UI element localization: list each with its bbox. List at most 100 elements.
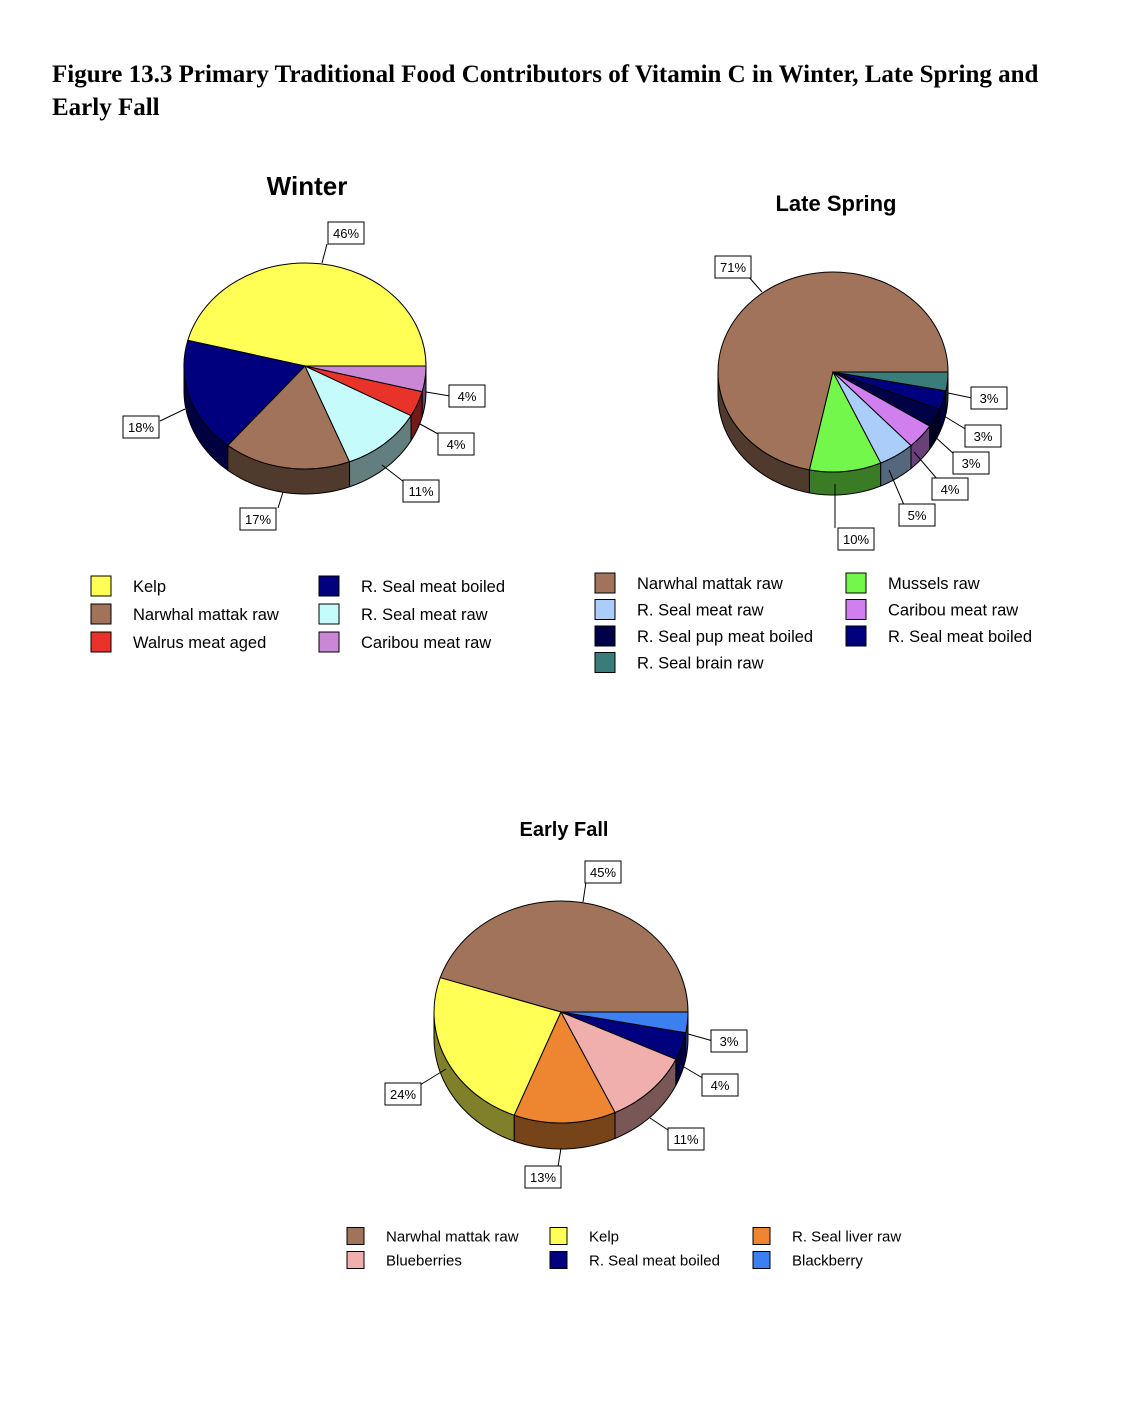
pie-slice-blackberry <box>560 1011 689 1034</box>
legend-swatch <box>318 575 340 597</box>
chart-title: Early Fall <box>520 819 609 841</box>
legend-swatch <box>90 603 112 625</box>
leader-line <box>888 469 905 506</box>
data-label-box <box>239 507 277 531</box>
leader-line <box>419 423 441 436</box>
legend-label: Mussels raw <box>888 575 980 593</box>
data-label-box <box>898 503 936 527</box>
pie-slice-r-seal-meat-raw <box>303 364 412 463</box>
leader-line <box>321 243 328 264</box>
data-label-narwhal-mattak-raw: 45% <box>590 865 616 880</box>
data-label-caribou-meat-raw: 4% <box>941 482 960 497</box>
leader-line <box>931 433 956 456</box>
leader-line <box>687 1033 714 1042</box>
legend-swatch <box>752 1251 771 1269</box>
pie-chart-winter: Winter 46% 18% 17% 11% 4% 4% Kelp Narwhal mattak… <box>90 171 505 653</box>
legend-late-spring: Narwhal mattak raw R. Seal meat raw R. Sea… <box>594 572 1032 673</box>
legend-swatch <box>594 599 616 620</box>
data-label-box <box>584 860 622 884</box>
figure-title: Figure 13.3 Primary Traditional Food Con… <box>52 61 1039 121</box>
legend-swatch <box>549 1227 568 1245</box>
pie-chart-early-fall: Early Fall 45% 24% 13% 11% 4% 3% Narwhal mattak… <box>346 819 901 1269</box>
leader-line <box>419 1068 447 1086</box>
legend-swatch <box>594 625 616 647</box>
data-label-caribou-meat-raw: 4% <box>458 389 477 404</box>
legend-label: R. Seal meat boiled <box>589 1252 720 1269</box>
data-label-box <box>952 451 990 475</box>
data-label-box <box>122 415 160 439</box>
legend-swatch <box>346 1227 365 1245</box>
legend-label: Caribou meat raw <box>888 601 1018 619</box>
data-label-r-seal-meat-raw: 5% <box>908 508 927 523</box>
legend-swatch <box>594 652 616 673</box>
legend-label: Kelp <box>589 1228 619 1245</box>
pie-slice-narwhal-mattak-raw <box>717 271 949 471</box>
pie-slice-caribou-meat-raw <box>304 365 427 393</box>
data-label-box <box>437 432 475 456</box>
data-label-box <box>327 221 365 245</box>
data-label-box <box>402 479 440 503</box>
legend-label: Kelp <box>133 578 166 596</box>
pie-slice-r-seal-brain-raw <box>832 371 949 392</box>
data-label-box <box>524 1165 562 1189</box>
legend-winter: Kelp Narwhal mattak raw Walrus meat aged R.… <box>90 575 505 653</box>
legend-swatch <box>845 572 867 594</box>
legend-swatch <box>90 631 112 653</box>
data-label-kelp: 46% <box>333 226 359 241</box>
legend-swatch <box>318 631 340 653</box>
leader-line <box>582 881 587 903</box>
legend-label: R. Seal meat raw <box>361 606 488 624</box>
legend-swatch <box>318 603 340 625</box>
data-label-box <box>837 527 875 551</box>
legend-swatch <box>549 1251 568 1269</box>
pie-depth-late-spring <box>717 371 949 496</box>
data-label-r-seal-meat-boiled: 4% <box>711 1078 730 1093</box>
legend-label: Caribou meat raw <box>361 634 491 652</box>
pie-slice-narwhal-mattak-raw <box>439 900 689 1013</box>
data-label-box <box>714 255 752 279</box>
data-label-box <box>667 1127 705 1151</box>
data-label-box <box>931 477 969 501</box>
leader-line <box>943 415 968 431</box>
legend-swatch <box>594 572 616 594</box>
legend-early-fall: Narwhal mattak raw Blueberries Kelp R. Seal… <box>346 1227 901 1269</box>
pie-slice-kelp <box>433 977 562 1116</box>
leader-line <box>649 1117 669 1131</box>
legend-swatch <box>845 599 867 620</box>
data-label-kelp: 24% <box>390 1087 416 1102</box>
legend-label: R. Seal brain raw <box>637 654 764 672</box>
pie-slice-narwhal-mattak-raw <box>227 365 351 470</box>
data-label-box <box>964 424 1002 448</box>
data-label-blackberry: 3% <box>720 1034 739 1049</box>
data-label-r-seal-brain-raw: 3% <box>980 391 999 406</box>
data-label-r-seal-pup-meat-boiled: 3% <box>962 456 981 471</box>
data-label-walrus-meat-aged: 4% <box>447 437 466 452</box>
data-label-narwhal-mattak-raw: 71% <box>720 260 746 275</box>
legend-label: Blackberry <box>792 1252 863 1269</box>
leader-line <box>947 392 973 399</box>
leader-line <box>557 1147 562 1168</box>
leader-line <box>913 451 939 481</box>
data-label-box <box>384 1082 422 1106</box>
data-label-r-seal-meat-boiled: 3% <box>974 429 993 444</box>
legend-label: Walrus meat aged <box>133 634 266 652</box>
leader-line <box>277 491 284 509</box>
legend-label: R. Seal meat boiled <box>361 578 505 596</box>
legend-swatch <box>752 1227 771 1245</box>
data-label-box <box>970 386 1008 410</box>
legend-label: Blueberries <box>386 1252 462 1269</box>
leader-line <box>425 391 451 397</box>
legend-label: R. Seal meat boiled <box>888 628 1032 646</box>
chart-title: Late Spring <box>775 191 896 216</box>
data-label-box <box>448 384 486 408</box>
legend-label: Narwhal mattak raw <box>386 1228 519 1245</box>
pie-slice-blueberries <box>559 1011 677 1114</box>
legend-label: R. Seal meat raw <box>637 601 764 619</box>
pie-slice-r-seal-meat-boiled <box>183 339 306 447</box>
pie-slice-kelp <box>187 262 427 367</box>
data-label-r-seal-meat-boiled: 18% <box>128 420 154 435</box>
data-label-r-seal-liver-raw: 13% <box>530 1170 556 1185</box>
data-label-mussels-raw: 10% <box>843 532 869 547</box>
pie-slice-mussels-raw <box>808 370 882 473</box>
